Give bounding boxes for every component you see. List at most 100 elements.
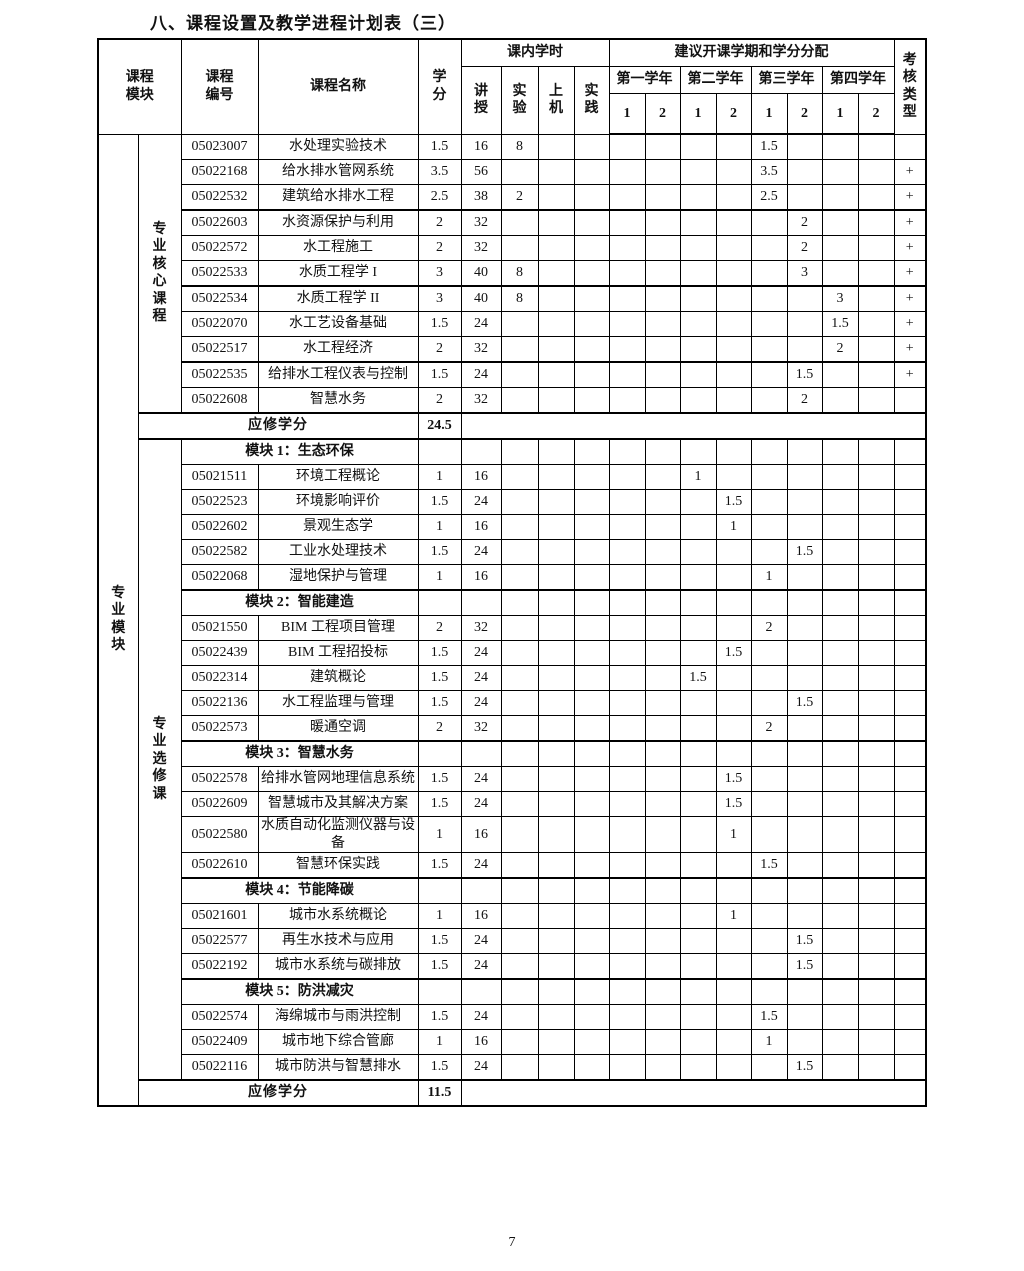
sem-credit-y1s2 <box>644 953 681 980</box>
course-code: 05021601 <box>180 903 259 929</box>
empty-cell <box>537 589 575 616</box>
empty-cell <box>644 877 681 904</box>
hours-computer <box>537 235 575 261</box>
sem-credit-y4s1 <box>821 489 859 515</box>
sem-credit-y1s1 <box>608 184 646 211</box>
course-row: 05022068 湿地保护与管理 1 16 1 <box>98 564 927 591</box>
hours-practice <box>573 816 610 853</box>
sem-credit-y4s1 <box>821 1029 859 1055</box>
exam-type-cell <box>893 133 927 160</box>
sem-credit-y2s1 <box>679 903 717 929</box>
hours-lab <box>500 615 539 641</box>
empty-cell <box>460 978 502 1005</box>
sem-credit-y3s2: 3 <box>786 260 823 287</box>
empty-cell <box>786 438 823 465</box>
exam-type-cell <box>893 489 927 515</box>
hours-computer <box>537 387 575 414</box>
course-name: 水处理实验技术 <box>257 133 419 160</box>
course-code: 05022533 <box>180 260 259 287</box>
course-name: 景观生态学 <box>257 514 419 540</box>
sem-credit-y1s2 <box>644 564 681 591</box>
empty-cell <box>417 978 462 1005</box>
empty-cell <box>460 877 502 904</box>
col-header-y4-sem2: 2 <box>857 93 895 135</box>
col-header-course-no: 课程 编号 <box>180 38 259 135</box>
exam-type-cell <box>893 953 927 980</box>
empty-cell <box>715 589 752 616</box>
sem-credit-y3s2 <box>786 816 823 853</box>
col-header-credit: 学 分 <box>417 38 462 135</box>
sem-credit-y3s2 <box>786 791 823 817</box>
course-row: 05022603 水资源保护与利用 2 32 2 + <box>98 209 927 236</box>
sem-credit-y1s1 <box>608 1054 646 1081</box>
course-row: 05022609 智慧城市及其解决方案 1.5 24 1.5 <box>98 791 927 817</box>
sem-credit-y4s2 <box>857 615 895 641</box>
sem-credit-y1s1 <box>608 133 646 160</box>
course-name: 水工程监理与管理 <box>257 690 419 716</box>
course-name: 环境影响评价 <box>257 489 419 515</box>
sem-credit-y4s2 <box>857 953 895 980</box>
course-name: 水工程经济 <box>257 336 419 363</box>
sem-credit-y2s1 <box>679 816 717 853</box>
sem-credit-y1s1 <box>608 1029 646 1055</box>
sem-credit-y1s2 <box>644 791 681 817</box>
empty-cell <box>644 740 681 767</box>
hours-lab <box>500 953 539 980</box>
hours-computer <box>537 184 575 211</box>
hours-lecture: 56 <box>460 159 502 185</box>
hours-lab: 2 <box>500 184 539 211</box>
hours-lecture: 24 <box>460 1004 502 1030</box>
hours-lab <box>500 159 539 185</box>
hours-lab <box>500 489 539 515</box>
course-name: 水质自动化监测仪器与设备 <box>257 816 419 853</box>
course-credit: 1.5 <box>417 852 462 879</box>
exam-type-cell <box>893 766 927 792</box>
sem-credit-y3s2 <box>786 665 823 691</box>
sem-credit-y3s1 <box>750 539 788 565</box>
sem-credit-y2s1 <box>679 766 717 792</box>
hours-lab <box>500 766 539 792</box>
course-row: 05022070 水工艺设备基础 1.5 24 1.5 + <box>98 311 927 337</box>
course-credit: 2 <box>417 209 462 236</box>
hours-lecture: 16 <box>460 564 502 591</box>
course-table-body: 专 业 模 块专 业 核 心 课 程 05023007 水处理实验技术 1.5 16 8 1… <box>97 133 927 1107</box>
hours-computer <box>537 133 575 160</box>
sem-credit-y3s1 <box>750 361 788 388</box>
empty-cell <box>857 877 895 904</box>
col-header-y1-sem1: 1 <box>608 93 646 135</box>
sem-credit-y4s2 <box>857 260 895 287</box>
sem-credit-y1s2 <box>644 615 681 641</box>
empty-cell <box>893 978 927 1005</box>
sem-credit-y3s2 <box>786 766 823 792</box>
sem-credit-y2s1 <box>679 311 717 337</box>
exam-type-cell <box>893 665 927 691</box>
sem-credit-y3s2 <box>786 489 823 515</box>
course-code: 05022574 <box>180 1004 259 1030</box>
sem-credit-y1s2 <box>644 928 681 954</box>
sem-credit-y3s1: 1 <box>750 564 788 591</box>
empty-cell <box>573 740 610 767</box>
empty-cell <box>644 438 681 465</box>
hours-practice <box>573 690 610 716</box>
empty-cell <box>417 877 462 904</box>
col-header-lecture: 讲 授 <box>460 66 502 135</box>
course-code: 05022609 <box>180 791 259 817</box>
hours-practice <box>573 514 610 540</box>
course-credit: 1.5 <box>417 133 462 160</box>
sem-credit-y2s1 <box>679 285 717 312</box>
sem-credit-y1s1 <box>608 564 646 591</box>
sem-credit-y1s1 <box>608 1004 646 1030</box>
sem-credit-y2s2 <box>715 615 752 641</box>
sem-credit-y1s1 <box>608 514 646 540</box>
sem-credit-y1s2 <box>644 1054 681 1081</box>
course-row: 05022168 给水排水管网系统 3.5 56 3.5 + <box>98 159 927 185</box>
sem-credit-y2s2 <box>715 690 752 716</box>
col-header-computer: 上 机 <box>537 66 575 135</box>
course-credit: 1.5 <box>417 665 462 691</box>
sem-credit-y4s1 <box>821 464 859 490</box>
hours-lecture: 16 <box>460 464 502 490</box>
hours-lecture: 24 <box>460 539 502 565</box>
course-credit: 1.5 <box>417 791 462 817</box>
sem-credit-y3s1 <box>750 816 788 853</box>
